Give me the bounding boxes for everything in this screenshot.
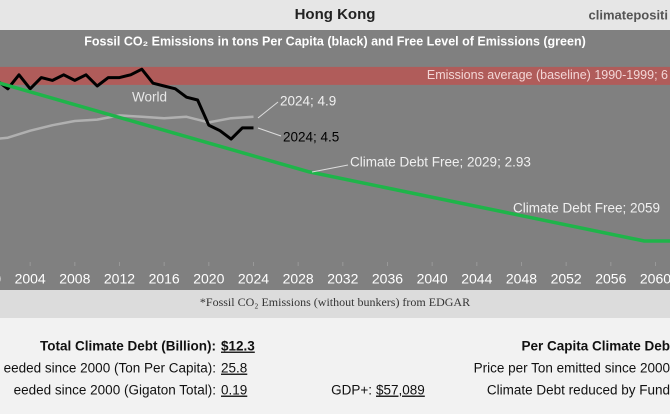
baseline-band — [0, 66, 670, 85]
x-tick-label: 2020 — [193, 271, 224, 287]
summary-right: Price per Ton emitted since 2000 — [474, 361, 670, 376]
x-tick-label: 2052 — [551, 271, 582, 287]
series-line — [0, 67, 254, 141]
x-tick-label: 2028 — [283, 271, 314, 287]
header-bg — [0, 0, 670, 30]
baseline-label: Emissions average (baseline) 1990-1999; … — [427, 68, 668, 82]
annotation: 2024; 4.5 — [283, 130, 339, 145]
summary-label: Total Climate Debt (Billion): — [40, 339, 216, 354]
source: climatepositi — [589, 7, 668, 22]
x-tick-label: 2044 — [461, 271, 492, 287]
chart-title: Hong Kong — [295, 6, 376, 23]
x-tick-label: 2060 — [640, 271, 670, 287]
x-tick-label: 2048 — [506, 271, 537, 287]
x-tick-label: 2040 — [417, 271, 448, 287]
gdp-label: GDP+: — [331, 383, 372, 398]
footnote: *Fossil CO₂ Emissions (without bunkers) … — [200, 295, 470, 309]
summary-right: Per Capita Climate Deb — [521, 339, 670, 354]
footnote-bg — [0, 290, 670, 318]
x-tick-label: 2000 — [0, 271, 1, 287]
x-tick-label: 2024 — [238, 271, 269, 287]
annotation: 2024; 4.9 — [280, 94, 336, 109]
x-tick-label: 2056 — [595, 271, 626, 287]
summary-value: 0.19 — [221, 383, 247, 398]
annotation: Climate Debt Free; 2029; 2.93 — [350, 155, 531, 170]
series-line — [0, 81, 670, 243]
x-tick-label: 2032 — [327, 271, 358, 287]
summary-bg — [0, 318, 670, 414]
annotation: Climate Debt Free; 2059 — [513, 201, 660, 216]
annotation: World — [132, 90, 167, 105]
leader-line — [311, 164, 349, 173]
summary-label: eeded since 2000 (Gigaton Total): — [14, 383, 216, 398]
x-tick-label: 2012 — [104, 271, 135, 287]
gdp-value: $57,089 — [376, 383, 425, 398]
summary-value: 25.8 — [221, 361, 247, 376]
summary-label: eeded since 2000 (Ton Per Capita): — [4, 361, 216, 376]
leader-line — [257, 101, 279, 119]
subtitle: Fossil CO₂ Emissions in tons Per Capita … — [84, 34, 586, 48]
leader-line — [257, 127, 282, 137]
x-tick-label: 2004 — [15, 271, 46, 287]
x-tick-label: 2016 — [149, 271, 180, 287]
x-tick-label: 2036 — [372, 271, 403, 287]
summary-value: $12.3 — [221, 339, 255, 354]
x-tick-label: 2008 — [59, 271, 90, 287]
summary-right: Climate Debt reduced by Fund — [487, 383, 670, 398]
